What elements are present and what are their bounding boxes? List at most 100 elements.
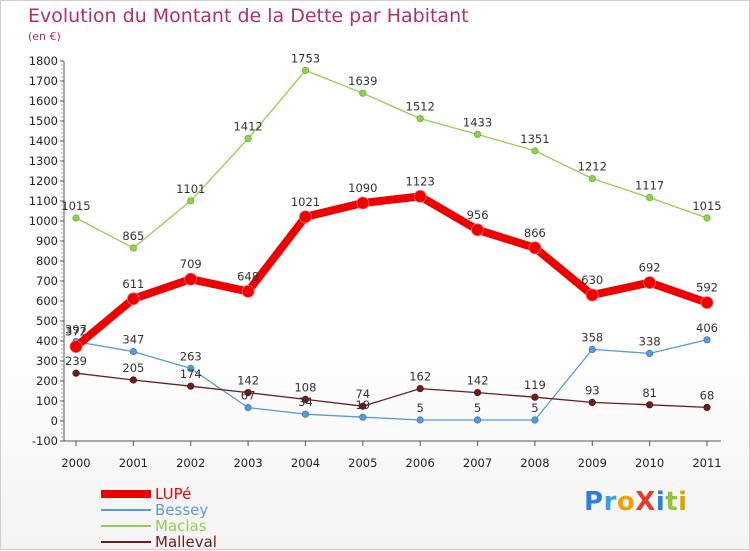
data-label-malleval: 81 <box>642 386 657 400</box>
y-minor-tick <box>61 224 63 226</box>
y-minor-tick <box>61 276 63 278</box>
y-minor-tick <box>61 264 63 266</box>
y-tick-label: 0 <box>51 414 58 428</box>
y-tick-label: 100 <box>36 394 58 408</box>
y-minor-tick <box>61 68 63 70</box>
data-point-lupé <box>643 276 657 290</box>
data-label-bessey: 19 <box>355 398 370 412</box>
data-point-bessey <box>416 416 424 424</box>
data-label-maclas: 1015 <box>61 199 90 213</box>
data-labels: 372 611 709 648 1021 1090 1123 956 866 630 692 592 3… <box>61 51 721 415</box>
data-label-maclas: 1753 <box>291 51 320 65</box>
y-minor-tick <box>61 112 63 114</box>
y-minor-tick <box>61 296 63 298</box>
y-minor-tick <box>61 408 63 410</box>
data-label-bessey: 406 <box>696 321 718 335</box>
y-minor-tick <box>61 388 63 390</box>
data-label-maclas: 1412 <box>233 120 262 134</box>
y-minor-tick <box>61 348 63 350</box>
data-point-maclas <box>187 197 195 205</box>
logo-letter: P <box>584 487 604 517</box>
chart-title: Evolution du Montant de la Dette par Hab… <box>28 5 469 27</box>
y-minor-tick <box>61 364 63 366</box>
y-minor-tick <box>61 104 63 106</box>
series-line-maclas <box>75 69 708 249</box>
data-point-malleval <box>416 384 424 393</box>
y-minor-tick <box>61 272 63 274</box>
y-minor-tick <box>61 204 63 206</box>
data-point-lupé <box>585 288 599 302</box>
y-minor-tick <box>61 76 63 78</box>
data-point-bessey <box>187 364 195 372</box>
y-minor-tick <box>61 392 63 394</box>
y-minor-tick <box>61 152 63 154</box>
y-minor-tick <box>61 156 63 158</box>
y-tick-label: 800 <box>36 254 58 268</box>
data-label-maclas: 1639 <box>348 74 377 88</box>
y-minor-tick <box>61 172 63 174</box>
y-minor-tick <box>61 292 63 294</box>
y-minor-tick <box>61 228 63 230</box>
data-label-bessey: 347 <box>122 333 144 347</box>
y-minor-tick <box>61 92 63 94</box>
data-label-bessey: 358 <box>581 330 603 344</box>
data-point-bessey <box>359 413 367 421</box>
y-tick-label: 1000 <box>29 214 58 228</box>
y-minor-tick <box>61 64 63 66</box>
x-tick-label: 2002 <box>176 456 205 470</box>
data-point-bessey <box>703 336 711 344</box>
data-label-maclas: 1512 <box>406 100 435 114</box>
y-minor-tick <box>61 128 63 130</box>
x-tick-label: 2003 <box>233 456 262 470</box>
data-point-maclas <box>301 66 310 75</box>
y-tick-label: 200 <box>36 374 58 388</box>
data-point-maclas <box>244 135 252 143</box>
data-label-bessey: 67 <box>241 389 256 403</box>
y-minor-tick <box>61 376 63 378</box>
y-minor-tick <box>61 352 63 354</box>
data-label-maclas: 1351 <box>520 132 549 146</box>
data-label-bessey: 338 <box>639 334 661 348</box>
y-minor-tick <box>61 188 63 190</box>
data-point-maclas <box>129 244 137 252</box>
y-minor-tick <box>61 144 63 146</box>
data-label-malleval: 93 <box>585 383 600 397</box>
data-point-lupé <box>241 284 255 298</box>
y-minor-tick <box>61 148 63 150</box>
data-point-lupé <box>700 296 714 310</box>
y-minor-tick <box>61 232 63 234</box>
y-tick-label: 400 <box>36 334 58 348</box>
data-label-lupé: 866 <box>524 226 546 240</box>
y-tick-label: 1700 <box>29 74 58 88</box>
y-minor-tick <box>61 84 63 86</box>
data-point-bessey <box>473 416 482 424</box>
data-label-bessey: 397 <box>65 323 87 337</box>
data-label-bessey: 5 <box>417 401 424 415</box>
data-label-lupé: 1123 <box>406 174 435 188</box>
data-point-bessey <box>301 410 310 418</box>
data-label-malleval: 142 <box>237 374 259 388</box>
data-point-bessey <box>588 345 596 353</box>
data-label-lupé: 709 <box>180 257 202 271</box>
data-point-maclas <box>588 175 596 183</box>
y-tick-label: 1400 <box>29 134 58 148</box>
data-label-lupé: 611 <box>122 277 144 291</box>
data-point-malleval <box>301 395 310 403</box>
y-minor-tick <box>61 356 63 358</box>
legend-swatch <box>101 490 151 498</box>
data-point-malleval <box>703 403 711 411</box>
y-minor-tick <box>61 132 63 134</box>
proxiti-logo: ProXiti <box>584 487 688 517</box>
data-point-lupé <box>528 241 542 255</box>
y-tick-label: 700 <box>36 274 58 288</box>
y-minor-tick <box>61 72 63 74</box>
data-point-malleval <box>187 382 195 390</box>
data-label-malleval: 68 <box>700 388 715 402</box>
y-minor-tick <box>61 88 63 90</box>
data-label-malleval: 119 <box>524 378 546 392</box>
y-minor-tick <box>61 416 63 418</box>
y-minor-tick <box>61 312 63 314</box>
data-label-malleval: 162 <box>409 370 431 384</box>
y-tick-label: 600 <box>36 294 58 308</box>
